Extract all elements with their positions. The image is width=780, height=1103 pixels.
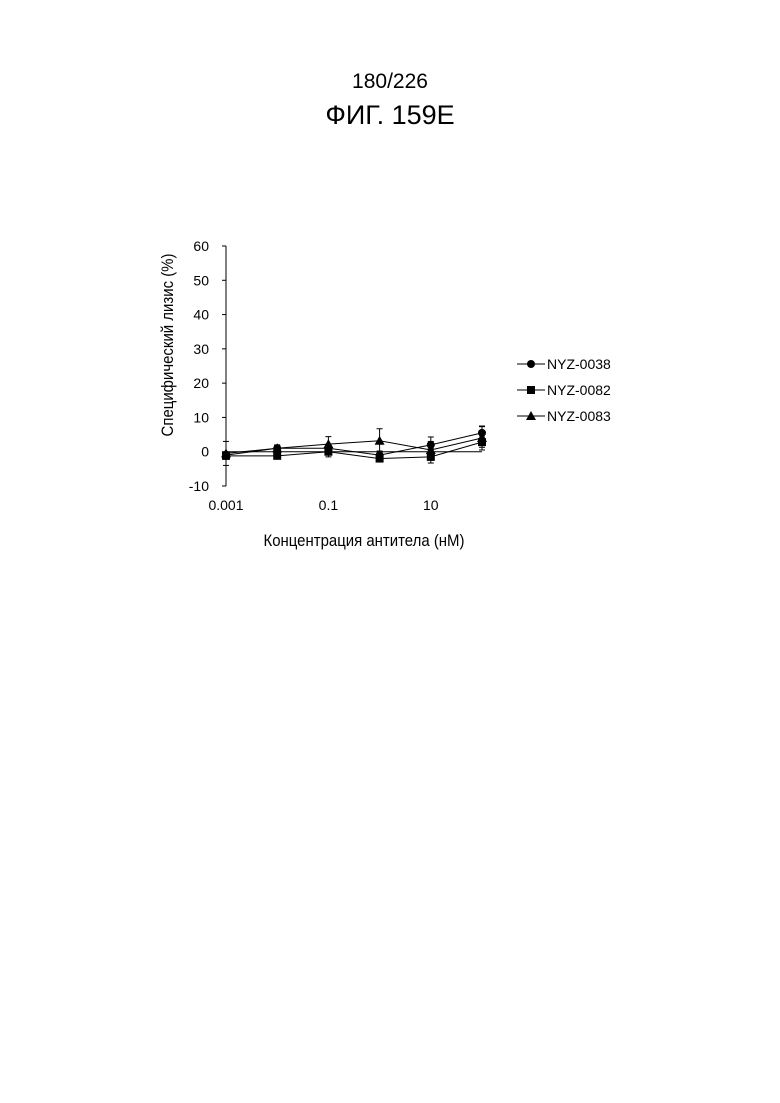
series-line-NYZ-0083 bbox=[226, 438, 482, 453]
chart: -10 0 10 20 30 40 50 60 0.001 0.1 10 Концентрация а… bbox=[0, 0, 780, 620]
y-tick-label: 40 bbox=[193, 307, 209, 323]
legend-label: NYZ-0083 bbox=[547, 408, 611, 424]
data-point-NYZ-0083 bbox=[375, 436, 385, 445]
y-tick-label: 50 bbox=[193, 272, 209, 288]
legend-label: NYZ-0038 bbox=[547, 356, 611, 372]
y-axis-title: Специфический лизис (%) bbox=[159, 254, 177, 437]
x-axis-title: Концентрация антитела (нМ) bbox=[264, 532, 465, 550]
data-point-NYZ-0082 bbox=[273, 452, 281, 460]
y-tick-label: -10 bbox=[189, 478, 209, 494]
y-tick-label: 20 bbox=[193, 375, 209, 391]
x-tick-label: 0.001 bbox=[208, 497, 243, 513]
data-point-NYZ-0082 bbox=[376, 455, 384, 463]
x-tick-label: 10 bbox=[423, 497, 439, 513]
legend-label: NYZ-0082 bbox=[547, 382, 611, 398]
y-tick-label: 10 bbox=[193, 409, 209, 425]
legend-marker bbox=[527, 360, 535, 368]
y-tick-label: 30 bbox=[193, 341, 209, 357]
y-tick-label: 60 bbox=[193, 238, 209, 254]
y-tick-label: 0 bbox=[201, 444, 209, 460]
x-tick-label: 0.1 bbox=[319, 497, 339, 513]
legend-marker bbox=[527, 386, 535, 394]
